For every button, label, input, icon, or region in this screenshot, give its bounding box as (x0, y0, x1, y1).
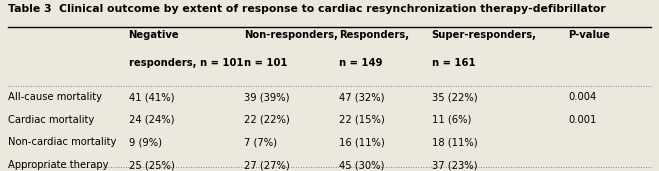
Text: 9 (9%): 9 (9%) (129, 137, 161, 147)
Text: 18 (11%): 18 (11%) (432, 137, 477, 147)
Text: Super-responders,: Super-responders, (432, 30, 536, 40)
Text: Non-cardiac mortality: Non-cardiac mortality (8, 137, 116, 147)
Text: 35 (22%): 35 (22%) (432, 92, 477, 102)
Text: 11 (6%): 11 (6%) (432, 115, 471, 125)
Text: Table 3  Clinical outcome by extent of response to cardiac resynchronization the: Table 3 Clinical outcome by extent of re… (8, 4, 606, 14)
Text: 0.001: 0.001 (568, 115, 596, 125)
Text: 41 (41%): 41 (41%) (129, 92, 174, 102)
Text: Non-responders,: Non-responders, (244, 30, 337, 40)
Text: 22 (15%): 22 (15%) (339, 115, 385, 125)
Text: Appropriate therapy: Appropriate therapy (8, 160, 109, 170)
Text: 25 (25%): 25 (25%) (129, 160, 174, 170)
Text: 27 (27%): 27 (27%) (244, 160, 289, 170)
Text: All-cause mortality: All-cause mortality (8, 92, 102, 102)
Text: 7 (7%): 7 (7%) (244, 137, 277, 147)
Text: responders, n = 101: responders, n = 101 (129, 58, 243, 68)
Text: n = 161: n = 161 (432, 58, 475, 68)
Text: n = 101: n = 101 (244, 58, 287, 68)
Text: Cardiac mortality: Cardiac mortality (8, 115, 94, 125)
Text: Negative: Negative (129, 30, 179, 40)
Text: 45 (30%): 45 (30%) (339, 160, 385, 170)
Text: P-value: P-value (568, 30, 610, 40)
Text: n = 149: n = 149 (339, 58, 383, 68)
Text: 16 (11%): 16 (11%) (339, 137, 385, 147)
Text: 22 (22%): 22 (22%) (244, 115, 289, 125)
Text: 37 (23%): 37 (23%) (432, 160, 477, 170)
Text: 39 (39%): 39 (39%) (244, 92, 289, 102)
Text: 47 (32%): 47 (32%) (339, 92, 385, 102)
Text: 24 (24%): 24 (24%) (129, 115, 174, 125)
Text: 0.004: 0.004 (568, 92, 596, 102)
Text: Responders,: Responders, (339, 30, 409, 40)
